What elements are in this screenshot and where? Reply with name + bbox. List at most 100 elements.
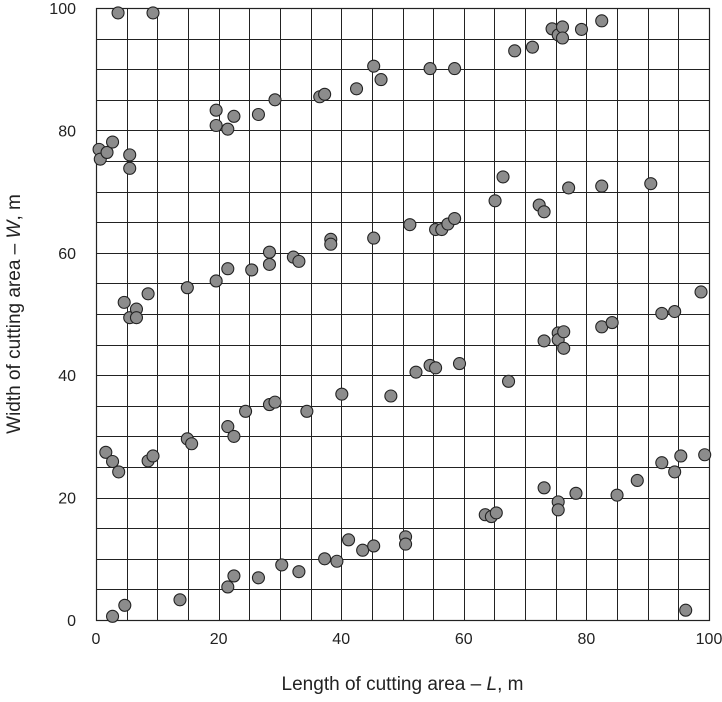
data-point <box>275 558 289 572</box>
data-point <box>180 281 194 295</box>
data-point <box>569 486 583 500</box>
data-point <box>655 456 669 470</box>
data-point <box>423 62 437 76</box>
data-point <box>537 205 551 219</box>
data-point <box>367 59 381 73</box>
data-point <box>239 404 253 418</box>
data-point <box>335 387 349 401</box>
data-point <box>630 473 644 488</box>
data-point <box>496 170 510 184</box>
data-point <box>595 14 609 28</box>
data-point <box>342 533 356 547</box>
data-point <box>399 537 413 551</box>
data-point <box>489 506 503 520</box>
data-point <box>557 325 571 339</box>
data-point <box>574 22 589 36</box>
data-point <box>129 311 144 325</box>
data-point <box>209 118 223 133</box>
data-point <box>668 305 682 319</box>
data-point <box>318 87 332 101</box>
data-point <box>251 571 265 585</box>
tick-labels: 0 20 40 60 80 100 0 20 40 60 80 100 <box>49 1 722 648</box>
data-point <box>99 445 113 459</box>
data-point <box>292 254 306 268</box>
data-point <box>123 148 137 162</box>
data-point <box>100 145 114 159</box>
y-tick-label: 80 <box>58 123 76 140</box>
data-point <box>300 404 314 418</box>
y-axis-label: Width of cutting area – W, m <box>4 194 25 434</box>
data-point <box>384 389 398 403</box>
x-tick-label: 80 <box>578 631 596 648</box>
data-point <box>106 609 120 623</box>
data-point <box>262 257 277 271</box>
data-point <box>245 263 259 277</box>
data-point <box>374 73 388 87</box>
data-point <box>251 107 265 122</box>
x-tick-label: 20 <box>210 631 228 648</box>
grid-lines <box>96 8 710 621</box>
data-point <box>679 603 693 617</box>
data-point <box>668 465 682 479</box>
data-point <box>537 481 551 495</box>
data-point <box>292 565 306 579</box>
data-point <box>106 135 120 149</box>
data-point <box>501 374 516 388</box>
data-point <box>555 20 570 34</box>
data-point <box>185 437 199 451</box>
data-point <box>595 179 609 193</box>
data-point <box>605 316 619 330</box>
data-point <box>508 44 522 58</box>
y-tick-label: 0 <box>67 613 76 630</box>
data-point <box>674 449 688 463</box>
x-axis-label: Length of cutting area – L, m <box>282 674 524 695</box>
data-point <box>106 454 120 469</box>
data-point <box>221 420 235 434</box>
data-point <box>318 552 332 566</box>
data-point <box>448 211 462 226</box>
data-point <box>221 262 235 276</box>
data-point <box>330 554 344 568</box>
y-tick-label: 20 <box>58 491 76 508</box>
data-point <box>644 177 658 191</box>
data-point <box>367 231 381 245</box>
data-point <box>557 341 571 355</box>
data-point <box>146 6 160 20</box>
data-points <box>92 6 712 623</box>
x-tick-label: 40 <box>332 631 350 648</box>
data-point <box>227 109 241 123</box>
data-point <box>324 237 338 251</box>
data-point <box>525 40 540 54</box>
data-point <box>448 62 462 76</box>
x-tick-label: 0 <box>92 631 101 648</box>
data-point <box>610 488 624 502</box>
data-point <box>655 306 669 320</box>
data-point <box>409 365 423 379</box>
data-point <box>694 285 708 299</box>
data-point <box>173 593 187 607</box>
data-point <box>268 93 282 107</box>
data-point <box>111 6 125 20</box>
data-point <box>537 334 551 348</box>
data-point <box>488 194 502 208</box>
plot-frame <box>95 7 711 622</box>
y-tick-label: 40 <box>58 368 76 385</box>
data-point <box>123 161 137 175</box>
y-tick-label: 60 <box>58 246 76 263</box>
data-point <box>112 465 126 479</box>
y-tick-label: 100 <box>49 1 76 18</box>
data-point <box>141 287 155 301</box>
data-point <box>146 449 160 463</box>
x-tick-label: 60 <box>455 631 473 648</box>
data-point <box>555 31 570 45</box>
data-point <box>551 503 565 517</box>
data-point <box>356 543 370 557</box>
data-point <box>403 218 417 232</box>
data-point <box>698 448 712 462</box>
data-point <box>209 274 223 288</box>
data-point <box>268 395 282 409</box>
data-point <box>429 361 443 375</box>
data-point <box>452 357 467 371</box>
data-point <box>209 103 223 117</box>
